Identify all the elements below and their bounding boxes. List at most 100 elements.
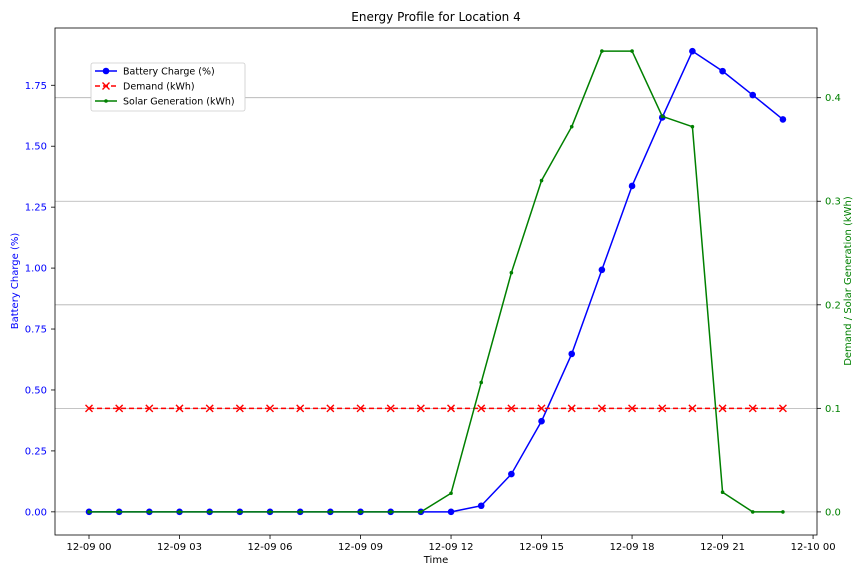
battery-charge-point [447,508,455,516]
solar-generation-point [328,510,333,514]
demand-point [85,404,93,413]
legend-box [90,62,246,112]
demand-point [537,404,546,413]
battery-charge-point [628,182,636,190]
demand-point [718,404,727,413]
solar-generation-point [238,510,242,514]
axis-ticks: 0.0 0.1 0.2 0.3 0.4 0.00 0.25 0.50 0.75 1.00 1.25 1… [25,81,841,553]
left-y-tick-label: 0.50 [25,385,47,396]
battery-charge-point [508,470,515,478]
solar-generation-point [117,510,121,514]
demand-point [235,404,244,413]
solar-generation-point [449,491,453,496]
legend: Battery Charge (%) Demand (kWh) Solar Ge… [90,62,246,112]
solar-generation-point [690,124,695,129]
x-tick-label: 12-09 09 [338,542,383,553]
demand-point [416,404,425,413]
demand-point [748,404,757,413]
plot-frame [54,27,818,536]
demand-point [477,404,486,413]
demand-point [326,404,335,413]
battery-charge-point [598,266,606,274]
solar-generation-point [358,510,363,514]
solar-generation-point [87,510,91,514]
left-y-tick-label: 1.25 [25,203,47,214]
chart-title: Energy Profile for Location 4 [351,10,520,24]
x-tick-label: 12-10 00 [791,542,836,553]
legend-solar-label: Solar Generation (kWh) [123,97,235,108]
legend-battery-marker [102,67,110,75]
x-tick-label: 12-09 12 [429,542,474,553]
solar-generation-point [600,49,604,53]
battery-charge-point [477,502,485,510]
right-y-tick-label: 0.1 [825,404,841,415]
x-tick-label: 12-09 21 [700,542,745,553]
demand-point [205,404,214,413]
solar-generation-point [298,510,302,514]
solar-generation-point [207,510,212,514]
left-y-tick-label: 0.00 [25,507,47,518]
solar-generation-point [720,490,725,495]
battery-charge-point [689,47,696,55]
solar-generation-point [147,510,152,514]
demand-point [688,404,697,413]
solar-generation-point [539,178,544,183]
solar-generation-point [177,510,182,514]
solar-generation-point [509,270,514,275]
right-y-tick-label: 0.4 [825,93,841,104]
solar-generation-point [630,49,634,53]
demand-point [356,404,365,413]
x-tick-label: 12-09 03 [157,542,202,553]
x-tick-label: 12-09 06 [248,542,293,553]
battery-charge-point [568,350,576,358]
battery-charge-point [538,417,545,425]
demand-point [447,404,456,413]
battery-charge-line [89,50,784,513]
x-axis-label: Time [423,555,448,566]
demand-point [115,404,124,413]
x-tick-label: 12-09 00 [67,542,112,553]
right-y-tick-label: 0.0 [825,507,841,518]
right-y-tick-label: 0.3 [825,197,841,208]
solar-generation-point [479,380,484,385]
demand-point [658,404,667,413]
demand-point [386,404,395,413]
demand-point [597,404,606,413]
demand-point [296,404,305,413]
legend-demand-label: Demand (kWh) [123,82,195,93]
battery-charge-point [779,116,787,123]
left-y-tick-label: 1.75 [25,81,47,92]
solar-generation-point [268,510,272,514]
gridlines [55,97,817,513]
left-y-tick-label: 1.00 [25,264,47,275]
solar-generation-point [569,124,574,129]
left-y-tick-label: 0.25 [25,446,47,457]
battery-charge-point [749,91,757,99]
solar-generation-point [781,510,785,514]
solar-generation-point [750,510,755,514]
demand-point [175,404,184,413]
demand-point [266,404,275,413]
legend-battery-label: Battery Charge (%) [123,67,215,78]
x-tick-label: 12-09 15 [519,542,564,553]
left-y-tick-label: 0.75 [25,325,47,336]
legend-demand-marker [102,82,110,90]
series [85,47,787,516]
left-y-axis-label: Battery Charge (%) [10,233,21,330]
solar-generation-point [419,510,423,514]
demand-point [567,404,576,413]
x-tick-label: 12-09 18 [610,542,655,553]
left-y-tick-label: 1.50 [25,142,47,153]
solar-generation-point [388,510,393,514]
demand-point [628,404,637,413]
right-y-axis-label: Demand / Solar Generation (kWh) [843,196,854,366]
demand-point [778,404,787,413]
solar-generation-point [660,114,665,119]
legend-solar-marker [104,99,108,103]
demand-point [507,404,516,413]
right-y-tick-label: 0.2 [825,300,841,311]
demand-point [145,404,154,413]
solar-generation-line [89,50,783,513]
battery-charge-point [719,67,726,75]
